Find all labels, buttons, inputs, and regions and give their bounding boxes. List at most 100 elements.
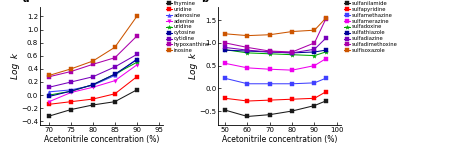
sulfisoxazole [289, 31, 295, 32]
sulfadoxine [289, 54, 295, 56]
sulfamerazine [289, 69, 295, 71]
sulfamerazine [311, 65, 317, 67]
sulfadimethoxine [311, 42, 317, 44]
sulfamethazine [267, 83, 273, 85]
sulfathiazole [311, 51, 317, 53]
sulfamethazine [222, 77, 228, 79]
thymine [68, 109, 74, 111]
sulfamethazine [311, 82, 317, 84]
Line: sulfadimethoxine: sulfadimethoxine [223, 18, 328, 54]
Line: adenosine: adenosine [47, 57, 138, 94]
Y-axis label: Log  k: Log k [189, 52, 198, 79]
cytidine [68, 81, 74, 83]
uridine [46, 94, 52, 96]
inosine [68, 68, 74, 70]
Line: uridine: uridine [47, 75, 138, 106]
Line: uridine: uridine [47, 60, 139, 97]
adenosine [112, 74, 118, 76]
cytosine [68, 90, 74, 92]
sulfadiazine [267, 51, 273, 53]
hypoxanthine [68, 71, 74, 72]
hypoxanthine [46, 76, 52, 78]
sulfadoxine [245, 52, 250, 54]
cytosine [112, 73, 118, 75]
X-axis label: Acetonitrile concentration (%): Acetonitrile concentration (%) [44, 135, 159, 144]
Line: sulfanilamide: sulfanilamide [223, 99, 328, 118]
sulfamethazine [323, 77, 328, 79]
Line: sulfisoxazole: sulfisoxazole [223, 17, 328, 37]
sulfapyridine [245, 100, 250, 102]
cytidine [112, 66, 118, 68]
sulfadiazine [245, 49, 250, 51]
adenosine [134, 58, 140, 60]
inosine [46, 74, 52, 76]
sulfapyridine [289, 98, 295, 100]
Line: sulfamethazine: sulfamethazine [223, 77, 328, 85]
cytidine [90, 76, 96, 78]
thymine [134, 89, 140, 91]
sulfathiazole [323, 49, 328, 51]
thymine [46, 115, 52, 117]
adenine [112, 80, 118, 82]
X-axis label: Acetonitrile concentration (%): Acetonitrile concentration (%) [222, 135, 337, 144]
sulfadimethoxine [222, 42, 228, 44]
adenosine [46, 91, 52, 93]
Y-axis label: Log  k: Log k [11, 52, 20, 79]
sulfisoxazole [245, 35, 250, 37]
sulfisoxazole [323, 17, 328, 19]
adenosine [90, 84, 96, 86]
Line: thymine: thymine [47, 88, 138, 118]
sulfapyridine [311, 97, 317, 99]
sulfapyridine [267, 99, 273, 101]
sulfadiazine [323, 37, 328, 39]
inosine [90, 60, 96, 62]
uridine [112, 73, 118, 75]
adenine [46, 101, 52, 103]
sulfapyridine [323, 91, 328, 93]
cytosine [90, 84, 96, 86]
cytosine [46, 95, 52, 97]
sulfamerazine [267, 68, 273, 70]
inosine [112, 46, 118, 48]
sulfanilamide [323, 100, 328, 102]
sulfadiazine [222, 46, 228, 48]
cytidine [134, 53, 140, 55]
Line: cytosine: cytosine [47, 58, 138, 98]
adenosine [68, 89, 74, 91]
sulfadimethoxine [323, 18, 328, 20]
sulfanilamide [311, 105, 317, 107]
hypoxanthine [90, 63, 96, 65]
sulfadiazine [289, 52, 295, 54]
sulfadiazine [311, 48, 317, 50]
Line: inosine: inosine [47, 15, 138, 77]
sulfadimethoxine [267, 50, 273, 52]
sulfadoxine [323, 51, 328, 53]
sulfadoxine [267, 53, 273, 55]
Line: sulfamerazine: sulfamerazine [223, 57, 328, 72]
Line: sulfadoxine: sulfadoxine [223, 48, 328, 58]
uridine [134, 61, 140, 63]
sulfamethazine [289, 83, 295, 85]
uridine [90, 98, 96, 100]
thymine [112, 101, 118, 103]
Text: b: b [201, 0, 209, 4]
sulfathiazole [289, 52, 295, 54]
sulfamerazine [222, 62, 228, 64]
thymine [90, 104, 96, 106]
uridine [90, 84, 96, 86]
sulfanilamide [267, 114, 273, 116]
uridine [134, 76, 140, 78]
sulfanilamide [222, 109, 228, 111]
Legend: thymine, uridine, adenosine, adenine, uridine, cytosine, cytidine, hypoxanthine,: thymine, uridine, adenosine, adenine, ur… [165, 1, 210, 53]
sulfapyridine [222, 97, 228, 99]
sulfadoxine [222, 49, 228, 51]
hypoxanthine [112, 57, 118, 59]
sulfadimethoxine [245, 46, 250, 48]
sulfathiazole [245, 50, 250, 52]
inosine [134, 15, 140, 17]
adenine [134, 64, 140, 66]
cytosine [134, 59, 140, 61]
cytidine [46, 86, 52, 88]
Line: sulfathiazole: sulfathiazole [223, 48, 328, 55]
uridine [112, 93, 118, 95]
